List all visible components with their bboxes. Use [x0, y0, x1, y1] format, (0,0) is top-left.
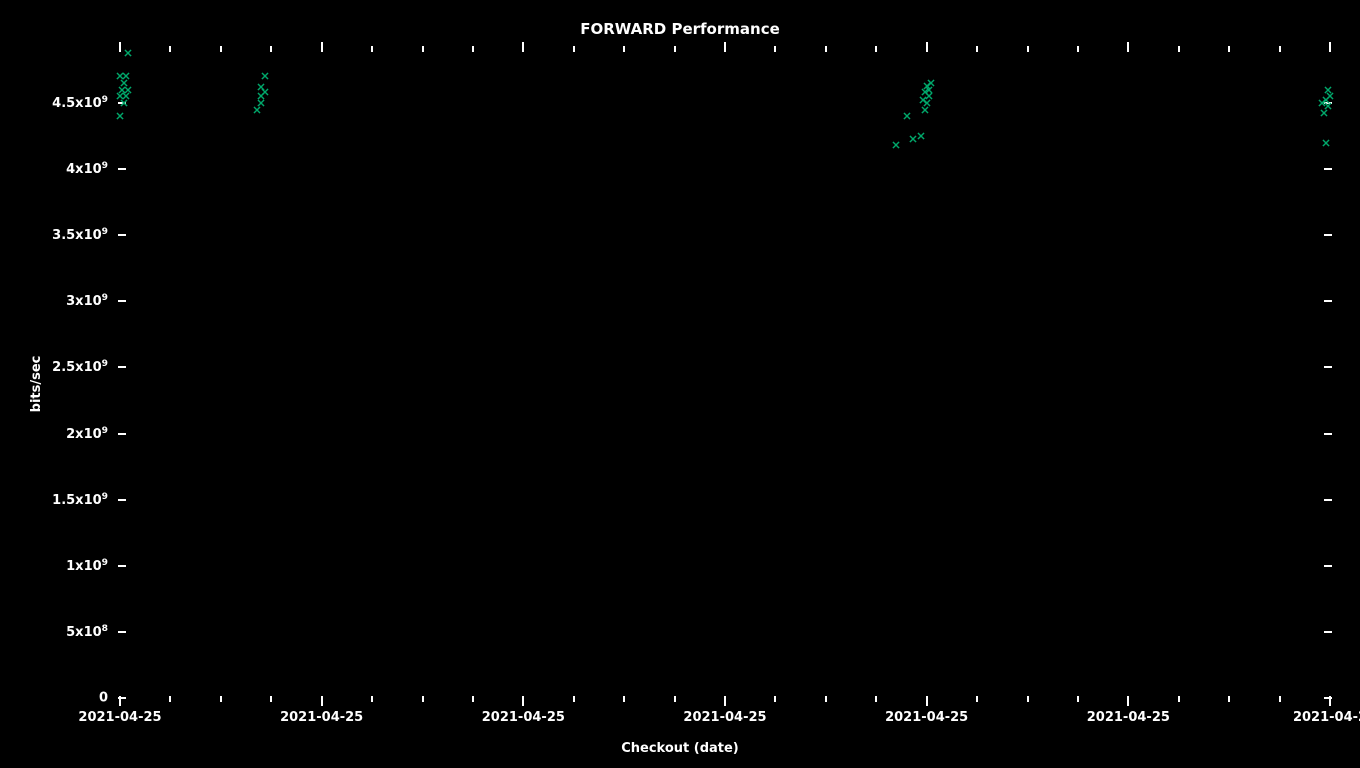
- x-minor-tick-mark: [1279, 696, 1281, 702]
- y-tick-mark: [1324, 102, 1332, 104]
- y-tick-mark: [118, 499, 126, 501]
- y-tick-mark: [1324, 366, 1332, 368]
- x-minor-tick-mark: [371, 696, 373, 702]
- x-minor-tick-mark: [825, 46, 827, 52]
- plot-area: [120, 50, 1330, 698]
- y-tick-mark: [118, 168, 126, 170]
- x-minor-tick-mark: [371, 46, 373, 52]
- x-minor-tick-mark: [875, 46, 877, 52]
- x-tick-mark: [321, 696, 323, 706]
- y-tick-mark: [118, 433, 126, 435]
- x-minor-tick-mark: [825, 696, 827, 702]
- x-tick-label: 2021-04-25: [1087, 710, 1170, 725]
- x-tick-mark: [1127, 696, 1129, 706]
- x-minor-tick-mark: [774, 696, 776, 702]
- x-minor-tick-mark: [875, 696, 877, 702]
- y-tick-mark: [1324, 631, 1332, 633]
- x-minor-tick-mark: [1178, 46, 1180, 52]
- x-axis-label: Checkout (date): [0, 741, 1360, 756]
- y-tick-label: 4x109: [8, 161, 108, 177]
- x-minor-tick-mark: [220, 696, 222, 702]
- y-tick-mark: [1324, 300, 1332, 302]
- x-minor-tick-mark: [1077, 696, 1079, 702]
- x-minor-tick-mark: [1077, 46, 1079, 52]
- y-tick-label: 3x109: [8, 293, 108, 309]
- x-tick-label: 2021-04-25: [482, 710, 565, 725]
- y-tick-label: 3.5x109: [8, 227, 108, 243]
- y-tick-label: 4.5x109: [8, 95, 108, 111]
- y-tick-mark: [1324, 565, 1332, 567]
- x-minor-tick-mark: [573, 46, 575, 52]
- x-minor-tick-mark: [674, 46, 676, 52]
- y-tick-label: 5x108: [8, 624, 108, 640]
- x-minor-tick-mark: [573, 696, 575, 702]
- x-tick-label: 2021-04-2: [1293, 710, 1360, 725]
- x-minor-tick-mark: [774, 46, 776, 52]
- y-tick-label: 0: [8, 691, 108, 706]
- x-tick-mark: [1127, 42, 1129, 52]
- x-minor-tick-mark: [472, 696, 474, 702]
- y-tick-mark: [118, 234, 126, 236]
- y-tick-mark: [118, 366, 126, 368]
- x-minor-tick-mark: [1178, 696, 1180, 702]
- chart-title: FORWARD Performance: [0, 20, 1360, 38]
- x-minor-tick-mark: [1228, 46, 1230, 52]
- x-tick-mark: [1329, 696, 1331, 706]
- x-tick-label: 2021-04-25: [280, 710, 363, 725]
- y-tick-mark: [1324, 168, 1332, 170]
- x-minor-tick-mark: [472, 46, 474, 52]
- x-minor-tick-mark: [1027, 696, 1029, 702]
- y-tick-mark: [118, 102, 126, 104]
- x-tick-label: 2021-04-25: [683, 710, 766, 725]
- y-tick-mark: [1324, 433, 1332, 435]
- x-minor-tick-mark: [270, 696, 272, 702]
- y-tick-label: 1.5x109: [8, 491, 108, 507]
- x-minor-tick-mark: [422, 46, 424, 52]
- x-minor-tick-mark: [422, 696, 424, 702]
- x-minor-tick-mark: [976, 696, 978, 702]
- x-minor-tick-mark: [1228, 696, 1230, 702]
- y-tick-mark: [1324, 234, 1332, 236]
- x-tick-mark: [119, 42, 121, 52]
- x-minor-tick-mark: [220, 46, 222, 52]
- y-tick-mark: [1324, 499, 1332, 501]
- y-tick-label: 1x109: [8, 558, 108, 574]
- y-tick-label: 2.5x109: [8, 359, 108, 375]
- x-tick-mark: [1329, 42, 1331, 52]
- y-tick-mark: [118, 631, 126, 633]
- forward-performance-chart: FORWARD Performance bits/sec Checkout (d…: [0, 0, 1360, 768]
- y-tick-mark: [118, 300, 126, 302]
- x-tick-label: 2021-04-25: [78, 710, 161, 725]
- x-tick-mark: [321, 42, 323, 52]
- x-minor-tick-mark: [169, 696, 171, 702]
- x-minor-tick-mark: [1027, 46, 1029, 52]
- x-minor-tick-mark: [674, 696, 676, 702]
- x-tick-mark: [522, 42, 524, 52]
- x-minor-tick-mark: [169, 46, 171, 52]
- x-tick-mark: [724, 696, 726, 706]
- x-tick-label: 2021-04-25: [885, 710, 968, 725]
- x-tick-mark: [522, 696, 524, 706]
- x-minor-tick-mark: [623, 46, 625, 52]
- x-tick-mark: [119, 696, 121, 706]
- y-tick-label: 2x109: [8, 425, 108, 441]
- x-minor-tick-mark: [976, 46, 978, 52]
- x-tick-mark: [926, 42, 928, 52]
- x-minor-tick-mark: [270, 46, 272, 52]
- x-tick-mark: [724, 42, 726, 52]
- y-tick-mark: [118, 565, 126, 567]
- x-minor-tick-mark: [623, 696, 625, 702]
- x-minor-tick-mark: [1279, 46, 1281, 52]
- x-tick-mark: [926, 696, 928, 706]
